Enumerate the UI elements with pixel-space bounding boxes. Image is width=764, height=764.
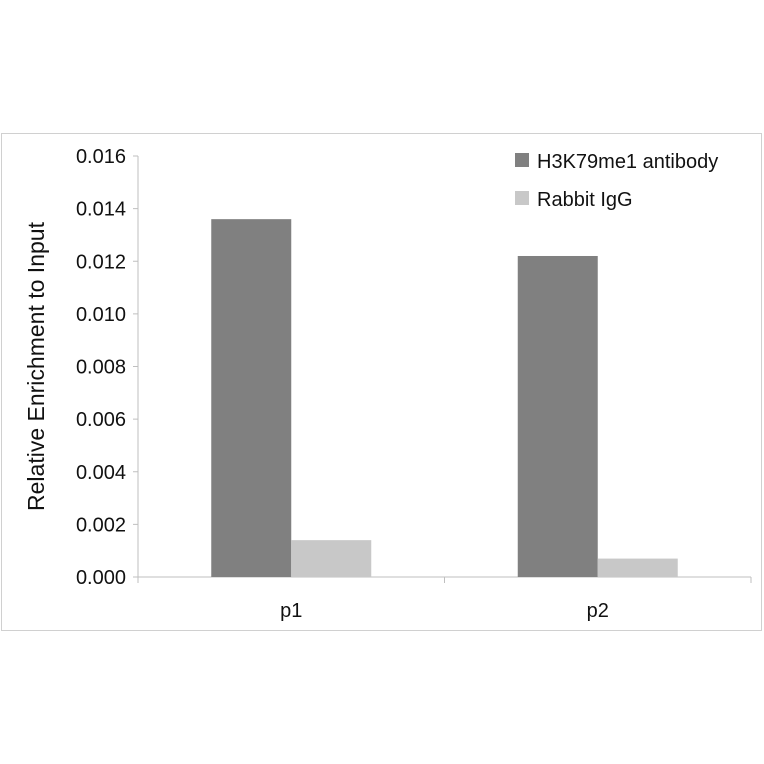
bar-rabbit-igg-p2 xyxy=(597,558,678,577)
y-tick-label: 0.004 xyxy=(76,462,126,484)
y-tick-label: 0.002 xyxy=(76,514,126,536)
chart-frame xyxy=(1,133,762,631)
bar-h3k79me1-antibody-p2 xyxy=(517,255,598,578)
y-tick-label: 0.010 xyxy=(76,304,126,326)
y-tick-label: 0.014 xyxy=(76,199,126,221)
bar-h3k79me1-antibody-p1 xyxy=(211,219,292,577)
legend-label: H3K79me1 antibody xyxy=(537,151,718,173)
y-axis-title: Relative Enrichment to Input xyxy=(23,221,49,511)
x-tick-label: p2 xyxy=(587,600,609,622)
legend-swatch xyxy=(515,191,529,205)
y-tick-label: 0.016 xyxy=(76,146,126,168)
legend-swatch xyxy=(515,153,529,167)
y-tick-label: 0.006 xyxy=(76,409,126,431)
legend-label: Rabbit IgG xyxy=(537,189,633,211)
x-tick-label: p1 xyxy=(280,600,302,622)
y-tick-label: 0.012 xyxy=(76,251,126,273)
y-tick-label: 0.000 xyxy=(76,567,126,589)
y-tick-label: 0.008 xyxy=(76,357,126,379)
bar-rabbit-igg-p1 xyxy=(291,540,372,577)
